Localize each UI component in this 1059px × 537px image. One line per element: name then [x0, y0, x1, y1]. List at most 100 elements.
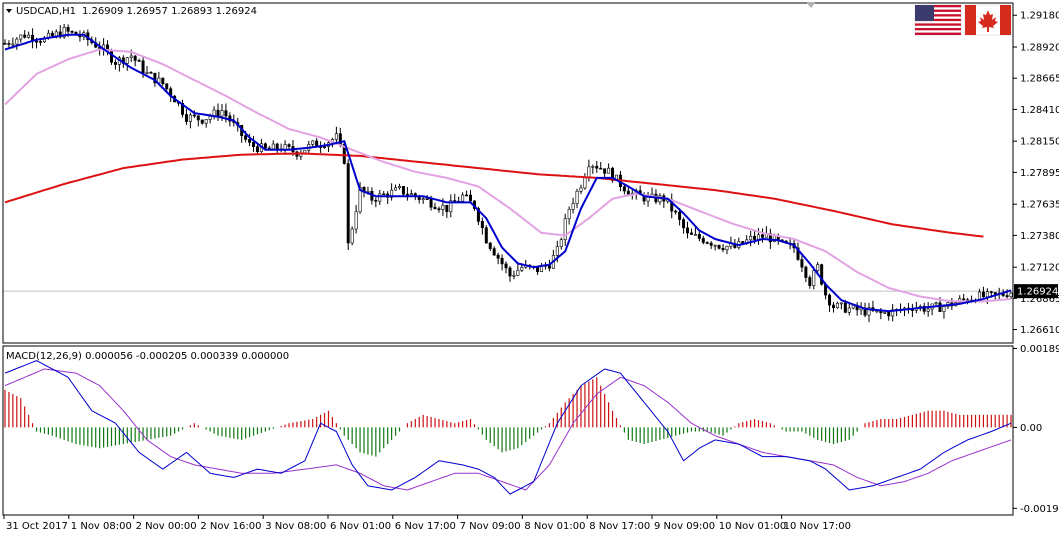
last-price-label: 1.26924	[1017, 287, 1058, 298]
candle-body	[263, 143, 267, 149]
candle-body	[993, 292, 997, 295]
candle-body	[401, 186, 405, 195]
price-candle	[749, 230, 753, 247]
price-candle	[161, 77, 165, 86]
price-candle	[421, 197, 425, 204]
price-candle	[401, 185, 405, 197]
candle-body	[831, 304, 835, 309]
mid-moving-average-line	[4, 48, 1012, 303]
time-axis-label: 9 Nov 09:00	[654, 521, 715, 532]
candle-body	[512, 274, 516, 277]
price-candle	[981, 286, 985, 299]
price-candle	[354, 205, 358, 234]
time-axis-label: 10 Nov 01:00	[719, 521, 786, 532]
candle-body	[354, 211, 358, 230]
candle-body	[66, 27, 70, 32]
price-candle	[796, 242, 800, 261]
price-candle	[682, 217, 686, 234]
price-candle	[27, 31, 31, 39]
candle-body	[725, 245, 729, 251]
slow-moving-average-line	[4, 152, 984, 238]
candle-body	[611, 167, 615, 181]
candle-body	[27, 34, 31, 38]
candle-body	[15, 38, 19, 45]
candle-body	[275, 143, 279, 150]
candle-body	[835, 302, 839, 309]
price-candle	[3, 39, 7, 45]
candle-body	[926, 308, 930, 312]
candle-body	[19, 34, 23, 40]
candle-body	[599, 167, 603, 170]
candle-body	[394, 187, 398, 191]
candle-body	[216, 109, 220, 117]
candle-body	[248, 139, 252, 143]
price-candle	[382, 191, 386, 196]
symbol-label: USDCAD,H1	[16, 6, 76, 17]
candle-body	[461, 194, 465, 202]
candle-body	[828, 294, 832, 306]
candle-body	[133, 55, 137, 61]
candle-body	[508, 267, 512, 277]
candle-body	[165, 83, 169, 90]
price-candle	[50, 30, 54, 37]
candle-body	[701, 238, 705, 243]
price-candle	[686, 221, 690, 239]
price-candle	[346, 159, 350, 251]
candle-body	[35, 40, 39, 43]
candle-body	[713, 244, 717, 247]
candle-body	[705, 242, 709, 244]
candle-body	[883, 312, 887, 314]
candle-body	[398, 186, 402, 189]
candle-body	[484, 227, 488, 244]
price-candle	[705, 241, 709, 245]
price-axis-label: 1.28410	[1020, 105, 1059, 116]
candle-body	[800, 259, 804, 268]
price-candle	[804, 265, 808, 283]
price-candle	[252, 135, 256, 152]
price-candle	[512, 270, 516, 280]
candle-body	[433, 206, 437, 210]
candle-body	[686, 227, 690, 234]
candle-body	[697, 234, 701, 239]
candle-body	[476, 208, 480, 222]
price-candle	[405, 186, 409, 201]
price-candle	[926, 302, 930, 317]
time-axis-label: 2 Nov 16:00	[200, 521, 261, 532]
candle-body	[303, 149, 307, 154]
price-candle	[760, 228, 764, 243]
price-candle	[835, 301, 839, 309]
price-candle	[350, 226, 354, 246]
price-candle	[449, 194, 453, 218]
price-candle	[595, 160, 599, 173]
candle-body	[350, 228, 354, 244]
time-axis-label: 7 Nov 09:00	[460, 521, 521, 532]
candle-body	[808, 277, 812, 286]
price-candle	[488, 241, 492, 252]
candle-body	[390, 189, 394, 198]
candle-body	[847, 307, 851, 313]
price-candle	[934, 301, 938, 305]
candle-body	[184, 114, 188, 122]
dropdown-triangle-icon[interactable]	[6, 9, 12, 13]
candle-body	[488, 242, 492, 249]
candle-body	[287, 144, 291, 147]
candle-body	[575, 190, 579, 204]
price-candle	[480, 217, 484, 235]
chart-shift-marker-icon[interactable]	[806, 2, 816, 8]
candle-body	[804, 266, 808, 278]
candle-body	[749, 235, 753, 241]
price-candle	[622, 184, 626, 195]
candle-body	[141, 60, 145, 74]
candle-body	[196, 115, 200, 121]
price-candle	[689, 228, 693, 235]
candle-body	[520, 266, 524, 271]
price-candle	[334, 126, 338, 143]
candle-body	[374, 199, 378, 202]
candle-body	[674, 210, 678, 213]
candle-body	[200, 119, 204, 124]
price-candle	[133, 55, 137, 67]
candle-body	[492, 248, 496, 256]
price-candle	[433, 202, 437, 210]
price-candle	[1009, 291, 1013, 300]
price-candle	[165, 83, 169, 92]
